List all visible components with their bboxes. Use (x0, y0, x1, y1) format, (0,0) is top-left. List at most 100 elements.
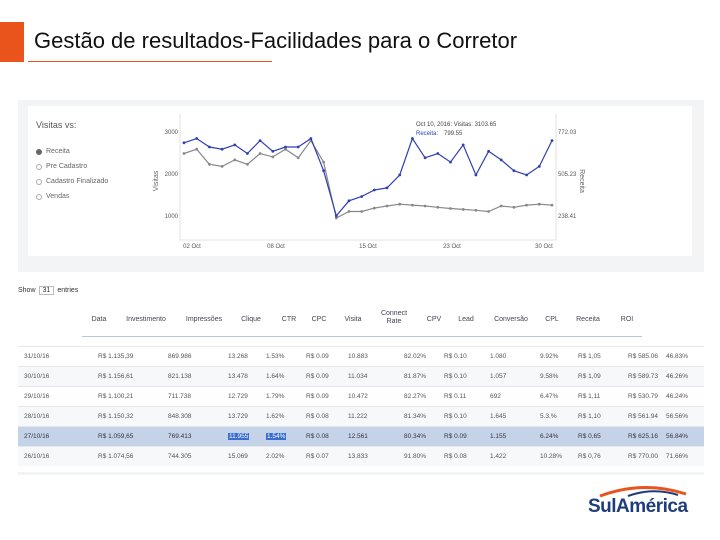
table-row[interactable]: 26/10/16 R$ 1.074,56 744.305 15.069 2.02% R$ … (18, 446, 704, 466)
entries-select[interactable]: 31 (38, 286, 55, 295)
table-cell: R$ 0.08 (306, 433, 329, 440)
col-header-lead[interactable]: Lead (458, 316, 474, 323)
col-header-investimento[interactable]: Investimento (126, 316, 166, 323)
show-label: Show (18, 287, 36, 294)
data-point-visitas (182, 152, 186, 155)
slide-title: Gestão de resultados-Facilidades para o … (34, 28, 518, 53)
table-cell: 80.34% (404, 433, 427, 440)
table-cell: 9.58% (540, 373, 559, 380)
col-header-visita[interactable]: Visita (344, 316, 362, 323)
col-header-ctr[interactable]: CTR (281, 316, 297, 323)
table-cell: R$ 1.135,39 (98, 353, 134, 360)
show-entries: Show 31 entries (18, 286, 78, 295)
header-underline (82, 336, 642, 337)
table-cell: 1.057 (490, 373, 507, 380)
table-cell: 28/10/16 (24, 413, 50, 420)
table-row[interactable]: 31/10/16 R$ 1.135,39 869.986 13.268 1.53% R$ … (18, 346, 704, 366)
col-header-cpl[interactable]: CPL (545, 316, 559, 323)
table-cell: 26/10/16 (24, 453, 50, 460)
table-cell: R$ 0.07 (306, 453, 329, 460)
table-cell: 27/10/16 (24, 433, 50, 440)
table-cell: 6.47% (540, 393, 559, 400)
data-point-receita (398, 173, 402, 177)
data-point-receita (360, 195, 364, 198)
table-cell: R$ 1,10 (578, 413, 601, 420)
data-point-visitas (512, 205, 516, 209)
data-point-visitas (258, 152, 262, 155)
y2-tick-label: 505.23 (558, 172, 577, 178)
data-point-receita (385, 186, 389, 190)
table-cell: 82.02% (404, 353, 427, 360)
table-cell: 9.92% (540, 353, 559, 360)
series-layer (182, 137, 554, 220)
data-point-visitas (474, 208, 478, 212)
table-cell: R$ 1,05 (578, 353, 601, 360)
col-header-impressoes[interactable]: Impressões (185, 316, 223, 323)
data-point-visitas (322, 160, 325, 164)
data-point-visitas (537, 202, 541, 206)
table-cell: 11.955 (228, 433, 250, 440)
table-cell: 6.24% (540, 433, 559, 440)
radio-receita[interactable]: Receita (36, 148, 70, 155)
radio-dot (36, 163, 42, 170)
col-header-cpc[interactable]: CPC (311, 316, 327, 323)
x-tick-label: 02 Oct (183, 244, 201, 250)
col-header-roi[interactable]: ROI (620, 316, 634, 323)
radio-label: Receita (46, 148, 70, 155)
table-cell: 46.24% (666, 393, 689, 400)
table-cell: 71.66% (666, 453, 689, 460)
data-point-receita (372, 188, 376, 192)
data-point-visitas (525, 203, 528, 207)
table-cell: R$ 0.08 (444, 453, 467, 460)
table-cell: R$ 1.150,32 (98, 413, 134, 420)
data-point-visitas (423, 204, 427, 208)
radio-vendas[interactable]: Vendas (36, 193, 69, 200)
table-cell: R$ 561.94 (628, 413, 658, 420)
table-cell: R$ 770.00 (628, 453, 658, 460)
data-point-visitas (284, 147, 287, 151)
y-tick-label: 3000 (165, 130, 179, 136)
col-header-conversao[interactable]: Conversão (494, 316, 528, 323)
table-cell: 13.729 (228, 413, 248, 420)
data-point-receita (334, 214, 338, 218)
entries-label: entries (57, 287, 79, 294)
col-header-connect-rate[interactable]: Connect Rate (380, 310, 408, 325)
table-cell: 11.222 (348, 413, 368, 420)
data-point-visitas (385, 204, 389, 208)
table-cell: 12.561 (348, 433, 368, 440)
x-tick-label: 15 Oct (359, 244, 377, 250)
table-row[interactable]: 28/10/16 R$ 1.150,32 848.308 13.729 1.62% R$ … (18, 406, 704, 426)
data-point-visitas (233, 158, 237, 162)
col-header-data[interactable]: Data (91, 316, 107, 323)
data-point-receita (233, 143, 237, 147)
data-point-receita (347, 199, 351, 203)
table-cell: 13.833 (348, 453, 368, 460)
table-row[interactable]: 29/10/16 R$ 1.100,21 711.738 12.729 1.79% R$ … (18, 386, 704, 406)
col-header-cpv[interactable]: CPV (426, 316, 442, 323)
radio-cadastro-finalizado[interactable]: Cadastro Finalizado (36, 178, 108, 185)
data-point-receita (550, 139, 554, 142)
table-cell: 15.069 (228, 453, 248, 460)
table-cell: 769.413 (168, 433, 192, 440)
x-tick-label: 30 Oct (535, 244, 553, 250)
data-point-visitas (487, 210, 490, 213)
title-underline (28, 61, 272, 62)
sulamerica-logo: SulAmérica (588, 484, 696, 520)
table-row[interactable]: 27/10/16 R$ 1.059,65 769.413 11.955 1.54% R$ … (18, 426, 704, 446)
col-header-receita[interactable]: Receita (576, 316, 600, 323)
radio-dot (36, 178, 42, 185)
visitas-receita-chart[interactable]: Visitas Receita 3000 2000 1000 772.03 50… (148, 106, 588, 256)
radio-pre-cadastro[interactable]: Pre Cadastro (36, 163, 87, 170)
table-cell: R$ 625.16 (628, 433, 658, 440)
y2-tick-label: 772.03 (558, 130, 577, 136)
table-row[interactable]: 30/10/16 R$ 1.156,61 821.138 13.478 1.64% R$ … (18, 366, 704, 386)
table-cell: R$ 589.73 (628, 373, 658, 380)
table-cell: 10.472 (348, 393, 368, 400)
table-cell: R$ 0.09 (444, 433, 467, 440)
table-cell: 1.155 (490, 433, 507, 440)
data-point-receita (284, 145, 287, 149)
data-point-receita (423, 156, 427, 160)
chart-panel: Visitas vs: Receita Pre Cadastro Cadastr… (28, 106, 692, 256)
col-header-clique[interactable]: Clique (241, 316, 261, 323)
table-cell: 46.26% (666, 373, 689, 380)
